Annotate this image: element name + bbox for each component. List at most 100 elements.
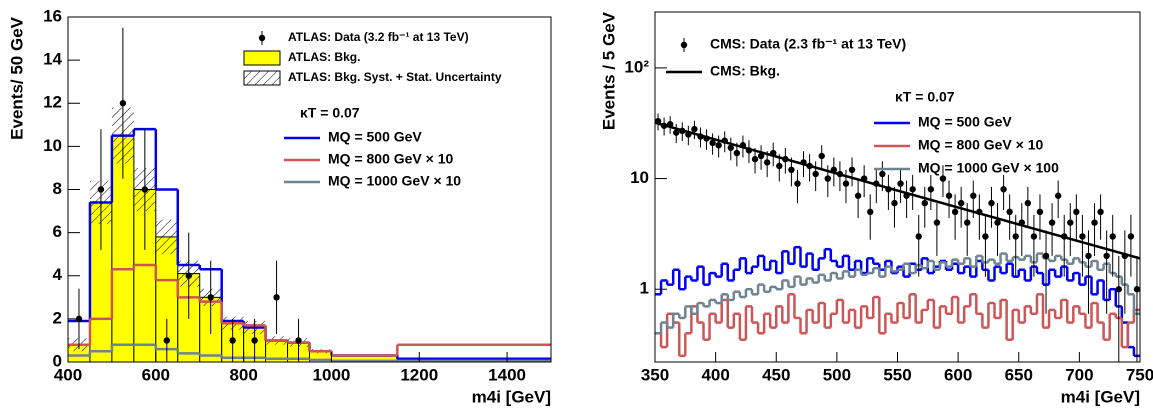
- data-point: [733, 149, 741, 157]
- data-point: [207, 294, 214, 301]
- data-point: [885, 186, 892, 193]
- x-tick-label: 1000: [313, 365, 351, 384]
- legend-symbol: [258, 34, 266, 42]
- data-point: [903, 192, 910, 199]
- x-axis-label: m4i [GeV]: [472, 387, 551, 406]
- data-point: [229, 337, 236, 344]
- data-point: [251, 337, 258, 344]
- data-point: [1073, 208, 1080, 216]
- data-point: [782, 155, 789, 163]
- annotation: κT = 0.07: [895, 89, 955, 105]
- data-point: [97, 186, 105, 193]
- x-tick-label: 400: [54, 365, 82, 384]
- x-tick-label: 350: [641, 365, 669, 384]
- data-point: [860, 175, 868, 182]
- bkg-fit-line: [655, 121, 1140, 260]
- data-point: [794, 180, 801, 187]
- data-point: [867, 208, 874, 216]
- data-point: [927, 186, 935, 193]
- y-tick-label: 4: [53, 265, 63, 284]
- data-point: [1127, 233, 1135, 240]
- data-point: [806, 162, 813, 170]
- x-axis-label: m4i [GeV]: [1061, 387, 1140, 406]
- data-point: [679, 127, 686, 135]
- x-tick-label: 650: [1005, 365, 1033, 384]
- data-point: [1067, 219, 1074, 226]
- annotation: κT = 0.07: [300, 105, 360, 121]
- data-point: [848, 166, 856, 174]
- legend-label: MQ = 1000 GeV × 10: [328, 173, 461, 189]
- data-point: [776, 162, 783, 170]
- data-point: [770, 149, 777, 157]
- x-tick-label: 400: [701, 365, 729, 384]
- x-tick-label: 600: [142, 365, 170, 384]
- data-point: [1006, 208, 1013, 216]
- data-point: [1000, 186, 1007, 193]
- x-tick-label: 450: [762, 365, 790, 384]
- data-point: [994, 219, 1001, 226]
- data-point: [1103, 252, 1110, 260]
- data-point: [751, 155, 759, 163]
- data-point: [697, 133, 704, 140]
- data-point: [951, 208, 959, 216]
- data-point: [691, 125, 698, 133]
- data-point: [141, 186, 149, 193]
- x-tick-label: 500: [823, 365, 851, 384]
- legend-label: MQ = 500 GeV: [918, 114, 1012, 130]
- data-point: [1079, 233, 1086, 240]
- data-point: [1061, 233, 1068, 240]
- legend-label: CMS: Bkg.: [710, 63, 780, 79]
- data-point: [1133, 286, 1140, 293]
- legend-label: MQ = 800 GeV × 10: [918, 137, 1044, 153]
- y-tick-label: 0: [53, 351, 62, 370]
- data-point: [739, 142, 747, 149]
- data-point: [824, 175, 831, 182]
- x-tick-label: 1200: [400, 365, 438, 384]
- data-point: [703, 135, 710, 142]
- data-point: [1048, 219, 1056, 226]
- data-point: [818, 152, 825, 160]
- legend-symbol: [680, 41, 688, 49]
- legend-label: CMS: Data (2.3 fb⁻¹ at 13 TeV): [710, 36, 906, 52]
- data-point: [1018, 219, 1025, 226]
- data-point: [685, 131, 692, 138]
- data-point: [976, 208, 983, 216]
- data-point: [1054, 192, 1062, 199]
- data-point: [185, 272, 192, 279]
- data-point: [709, 139, 716, 147]
- data-point: [1042, 252, 1050, 260]
- data-point: [1012, 233, 1019, 240]
- data-point: [757, 152, 765, 160]
- data-point: [1036, 208, 1044, 216]
- data-point: [119, 100, 127, 107]
- data-point: [660, 122, 668, 129]
- data-point: [1030, 233, 1038, 240]
- data-point: [982, 233, 989, 240]
- data-point: [1121, 252, 1129, 260]
- data-point: [897, 180, 904, 187]
- data-point: [873, 180, 880, 187]
- data-point: [891, 199, 898, 207]
- data-point: [295, 337, 302, 344]
- data-point: [1085, 252, 1092, 260]
- data-point: [964, 219, 971, 226]
- x-tick-label: 700: [1065, 365, 1093, 384]
- y-tick-label: 8: [53, 179, 62, 198]
- data-point: [879, 170, 886, 178]
- data-point: [842, 180, 850, 187]
- data-point: [655, 117, 662, 125]
- data-point: [921, 199, 928, 207]
- data-point: [273, 294, 280, 301]
- x-tick-label: 1400: [488, 365, 526, 384]
- data-point: [988, 199, 995, 207]
- data-point: [800, 159, 807, 166]
- data-point: [945, 192, 953, 199]
- data-point: [715, 142, 722, 149]
- x-tick-label: 750: [1126, 365, 1153, 384]
- data-point: [957, 199, 965, 207]
- y-tick-label: 10: [43, 136, 62, 155]
- data-point: [1097, 208, 1104, 216]
- plot-area: [68, 27, 551, 362]
- data-point: [673, 129, 680, 136]
